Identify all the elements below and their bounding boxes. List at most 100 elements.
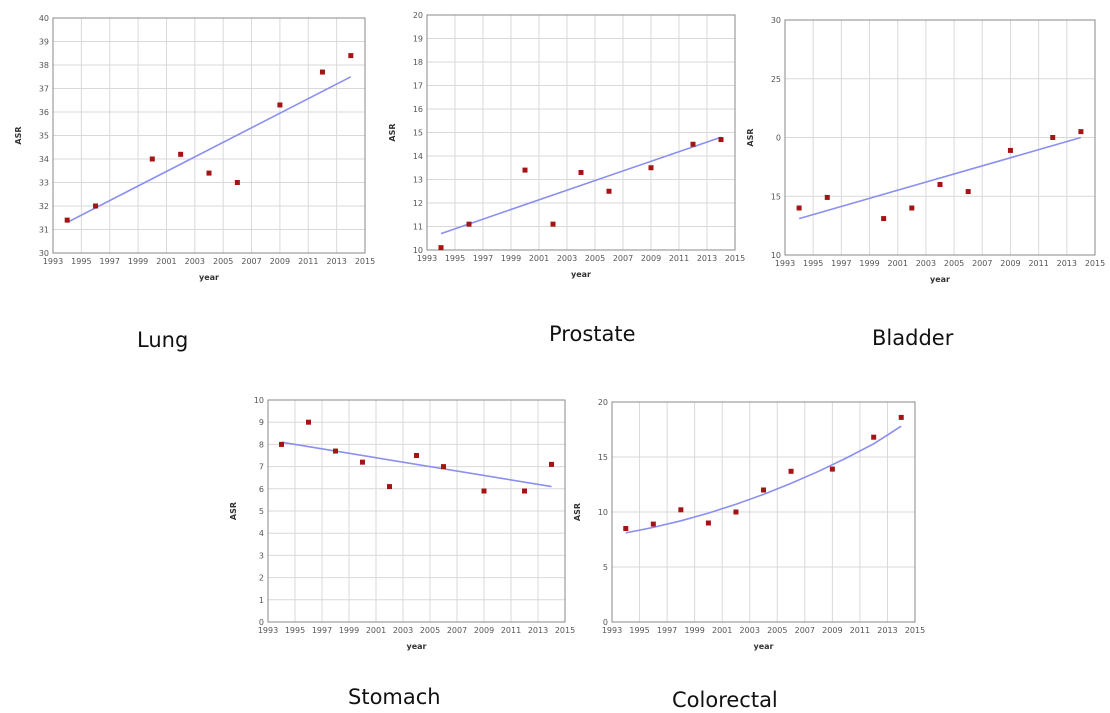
- y-tick-label: 10: [254, 396, 264, 405]
- y-tick-label: 10: [413, 246, 423, 255]
- plot-area: 1993 1995 1997 1999 2001 2003 2005 2007 2009 2011…: [746, 16, 1105, 284]
- y-tick-label: 0: [603, 618, 608, 627]
- y-tick-label: 32: [39, 202, 49, 211]
- x-tick-label: 2007: [447, 626, 467, 635]
- x-tick-label: 1995: [285, 626, 305, 635]
- y-tick-label: 6: [259, 485, 264, 494]
- plot-area: 1993 1995 1997 1999 2001 2003 2005 2007 2009 2011…: [229, 396, 575, 651]
- x-tick-label: 2015: [1085, 259, 1105, 268]
- data-point: [277, 102, 283, 108]
- y-tick-label: 20: [598, 398, 608, 407]
- x-tick-label: 1995: [629, 626, 649, 635]
- data-point: [149, 156, 155, 162]
- stomach-chart: 1993 1995 1997 1999 2001 2003 2005 2007 2009 2011…: [229, 396, 575, 651]
- x-tick-label: 1995: [71, 257, 91, 266]
- y-tick-label: 17: [413, 82, 423, 91]
- data-point: [824, 194, 830, 200]
- plot-border: [784, 19, 1096, 256]
- y-axis-title: ASR: [573, 503, 582, 521]
- y-tick-label: 5: [603, 563, 608, 572]
- x-tick-label: 2013: [326, 257, 346, 266]
- data-point: [93, 203, 99, 209]
- data-point: [718, 137, 724, 143]
- x-tick-label: 2005: [767, 626, 787, 635]
- plot-border: [426, 14, 736, 251]
- y-tick-label: 12: [413, 199, 423, 208]
- data-point: [733, 509, 739, 515]
- x-tick-label: 1997: [473, 254, 493, 263]
- data-point: [881, 216, 887, 222]
- x-tick-label: 2005: [585, 254, 605, 263]
- data-point: [937, 182, 943, 187]
- stomach-caption: Stomach: [348, 685, 441, 709]
- y-tick-label: 3: [259, 551, 264, 560]
- x-tick-label: 2007: [241, 257, 261, 266]
- x-tick-label: 2003: [740, 626, 760, 635]
- colorectal-caption: Colorectal: [672, 688, 778, 712]
- data-point: [234, 180, 240, 185]
- x-tick-label: 2001: [156, 257, 176, 266]
- x-axis-title: year: [930, 275, 950, 284]
- trend-line: [625, 425, 902, 534]
- y-tick-label: 35: [39, 132, 49, 141]
- y-tick-label: 39: [39, 38, 49, 47]
- y-axis-title: ASR: [388, 123, 397, 141]
- x-tick-label: 2013: [528, 626, 548, 635]
- data-point: [333, 448, 338, 454]
- x-tick-label: 2009: [474, 626, 494, 635]
- x-tick-label: 2013: [1057, 259, 1077, 268]
- data-point: [360, 459, 365, 465]
- data-point: [650, 521, 656, 527]
- plot-area: 1993 1995 1997 1999 2001 2003 2005 2007 2009 2011…: [388, 11, 745, 279]
- data-point: [550, 221, 556, 227]
- data-point: [898, 414, 904, 420]
- trend-line: [66, 76, 352, 224]
- x-tick-label: 2007: [613, 254, 633, 263]
- x-tick-label: 1993: [258, 626, 278, 635]
- x-tick-label: 1993: [43, 257, 63, 266]
- x-tick-label: 2003: [916, 259, 936, 268]
- x-tick-label: 2009: [641, 254, 661, 263]
- y-tick-label: 38: [39, 61, 49, 70]
- x-tick-label: 2005: [213, 257, 233, 266]
- prostate-caption: Prostate: [549, 322, 636, 346]
- x-tick-label: 2011: [298, 257, 318, 266]
- data-point: [206, 170, 212, 176]
- x-tick-label: 2015: [725, 254, 745, 263]
- y-tick-label: 25: [771, 75, 781, 84]
- x-axis-title: year: [754, 642, 774, 651]
- data-point: [1078, 129, 1084, 135]
- y-tick-label: 11: [413, 223, 423, 232]
- data-point: [761, 487, 766, 493]
- plot-border: [611, 401, 916, 623]
- y-tick-label: 36: [39, 108, 49, 117]
- data-point: [909, 205, 915, 211]
- y-tick-label: 16: [413, 105, 423, 114]
- y-tick-label: 34: [39, 155, 49, 164]
- data-point: [178, 151, 184, 157]
- data-point: [871, 434, 877, 440]
- bladder-chart: 1993 1995 1997 1999 2001 2003 2005 2007 2009 2011…: [746, 16, 1105, 284]
- data-point: [319, 69, 325, 75]
- x-tick-label: 2003: [557, 254, 577, 263]
- data-point: [522, 167, 528, 173]
- data-point: [788, 468, 794, 474]
- prostate-chart: 1993 1995 1997 1999 2001 2003 2005 2007 2009 2011…: [388, 11, 745, 279]
- plot-area: 1993 1995 1997 1999 2001 2003 2005 2007 2009 2011…: [14, 14, 375, 282]
- y-tick-label: 0: [776, 134, 781, 143]
- x-tick-label: 1999: [128, 257, 148, 266]
- y-tick-label: 0: [259, 618, 264, 627]
- x-tick-label: 2013: [877, 626, 897, 635]
- y-tick-label: 8: [259, 440, 264, 449]
- x-tick-label: 2009: [1000, 259, 1020, 268]
- y-tick-label: 5: [259, 507, 264, 516]
- data-point: [481, 488, 487, 494]
- data-point: [438, 245, 444, 251]
- plot-area: 1993 1995 1997 1999 2001 2003 2005 2007 2009 2011…: [573, 398, 925, 651]
- data-point: [829, 466, 835, 472]
- x-axis-title: year: [199, 273, 219, 282]
- data-point: [705, 520, 711, 526]
- y-tick-label: 40: [39, 14, 49, 23]
- y-tick-label: 10: [598, 508, 608, 517]
- x-tick-label: 1995: [803, 259, 823, 268]
